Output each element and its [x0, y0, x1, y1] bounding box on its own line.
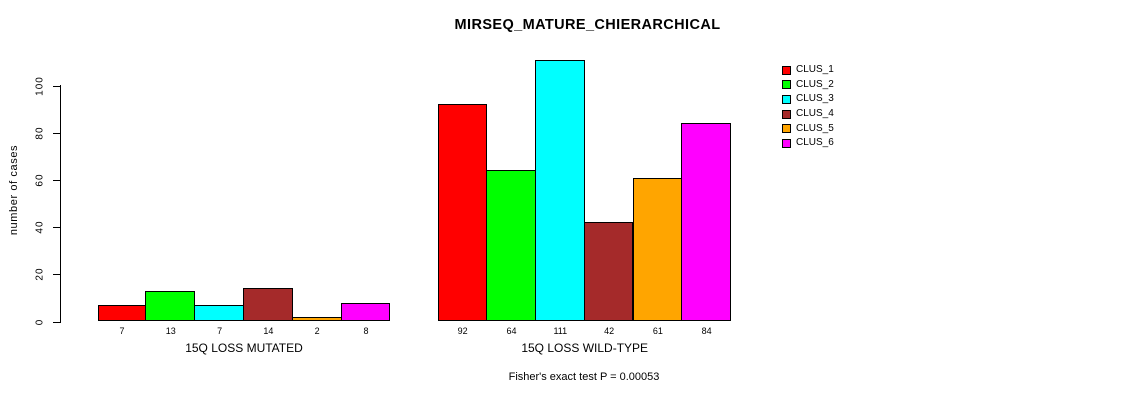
y-axis-tick-label: 20 [34, 267, 46, 281]
legend-item: CLUS_1 [782, 63, 834, 78]
bar-value-label: 64 [506, 326, 517, 336]
bar-clus_6 [681, 123, 732, 322]
legend-label: CLUS_1 [796, 64, 834, 76]
legend-item: CLUS_3 [782, 92, 834, 107]
footnote-text: Fisher's exact test P = 0.00053 [508, 371, 660, 383]
bar-clus_3 [534, 59, 585, 322]
legend-swatch [782, 138, 791, 148]
legend-label: CLUS_3 [796, 93, 834, 105]
legend-label: CLUS_2 [796, 78, 834, 90]
bar-value-label: 8 [363, 326, 369, 336]
legend-swatch [782, 124, 791, 134]
y-axis-tick-label: 80 [34, 126, 46, 140]
group-label: 15Q LOSS MUTATED [185, 341, 303, 355]
bar-clus_3 [194, 304, 244, 322]
bar-value-label: 7 [217, 326, 223, 336]
bar-value-label: 61 [652, 326, 663, 336]
legend-item: CLUS_5 [782, 121, 834, 136]
legend-swatch [782, 80, 791, 90]
bar-clus_1 [97, 304, 147, 322]
y-axis-tick-label: 40 [34, 220, 46, 234]
bar-value-label: 92 [457, 326, 468, 336]
bar-clus_2 [145, 290, 196, 322]
y-axis-tick [53, 85, 60, 87]
legend-item: CLUS_2 [782, 78, 834, 93]
bar-value-label: 2 [314, 326, 320, 336]
y-axis-tick-label: 100 [34, 75, 46, 96]
legend-item: CLUS_4 [782, 107, 834, 122]
bar-value-label: 7 [119, 326, 125, 336]
y-axis-tick [53, 274, 60, 276]
bar-value-label: 42 [604, 326, 615, 336]
chart-title: MIRSEQ_MATURE_CHIERARCHICAL [454, 17, 721, 33]
y-axis-line [60, 85, 61, 323]
bar-clus_2 [486, 170, 536, 322]
y-axis-tick [53, 132, 60, 134]
y-axis-tick-label: 60 [34, 173, 46, 187]
legend: CLUS_1 CLUS_2 CLUS_3 CLUS_4 CLUS_5 CLUS_6 [782, 63, 834, 151]
bar-value-label: 14 [263, 326, 274, 336]
bar-clus_6 [340, 302, 391, 322]
legend-label: CLUS_5 [796, 122, 834, 134]
y-axis-tick [53, 179, 60, 181]
bar-clus_4 [243, 288, 293, 322]
legend-label: CLUS_6 [796, 137, 834, 149]
legend-swatch [782, 65, 791, 75]
bar-clus_5 [632, 177, 683, 322]
bar-clus_4 [583, 222, 634, 322]
legend-label: CLUS_4 [796, 108, 834, 120]
y-axis-tick-label: 0 [34, 318, 46, 325]
bar-value-label: 111 [553, 326, 568, 336]
legend-item: CLUS_6 [782, 136, 834, 151]
legend-swatch [782, 109, 791, 119]
y-axis-tick [53, 321, 60, 323]
bar-clus_1 [438, 104, 488, 322]
bar-value-label: 13 [165, 326, 176, 336]
group-label: 15Q LOSS WILD-TYPE [521, 341, 649, 355]
legend-swatch [782, 94, 791, 104]
bar-value-label: 84 [701, 326, 712, 336]
y-axis-tick [53, 227, 60, 229]
bar-clus_5 [291, 316, 342, 322]
